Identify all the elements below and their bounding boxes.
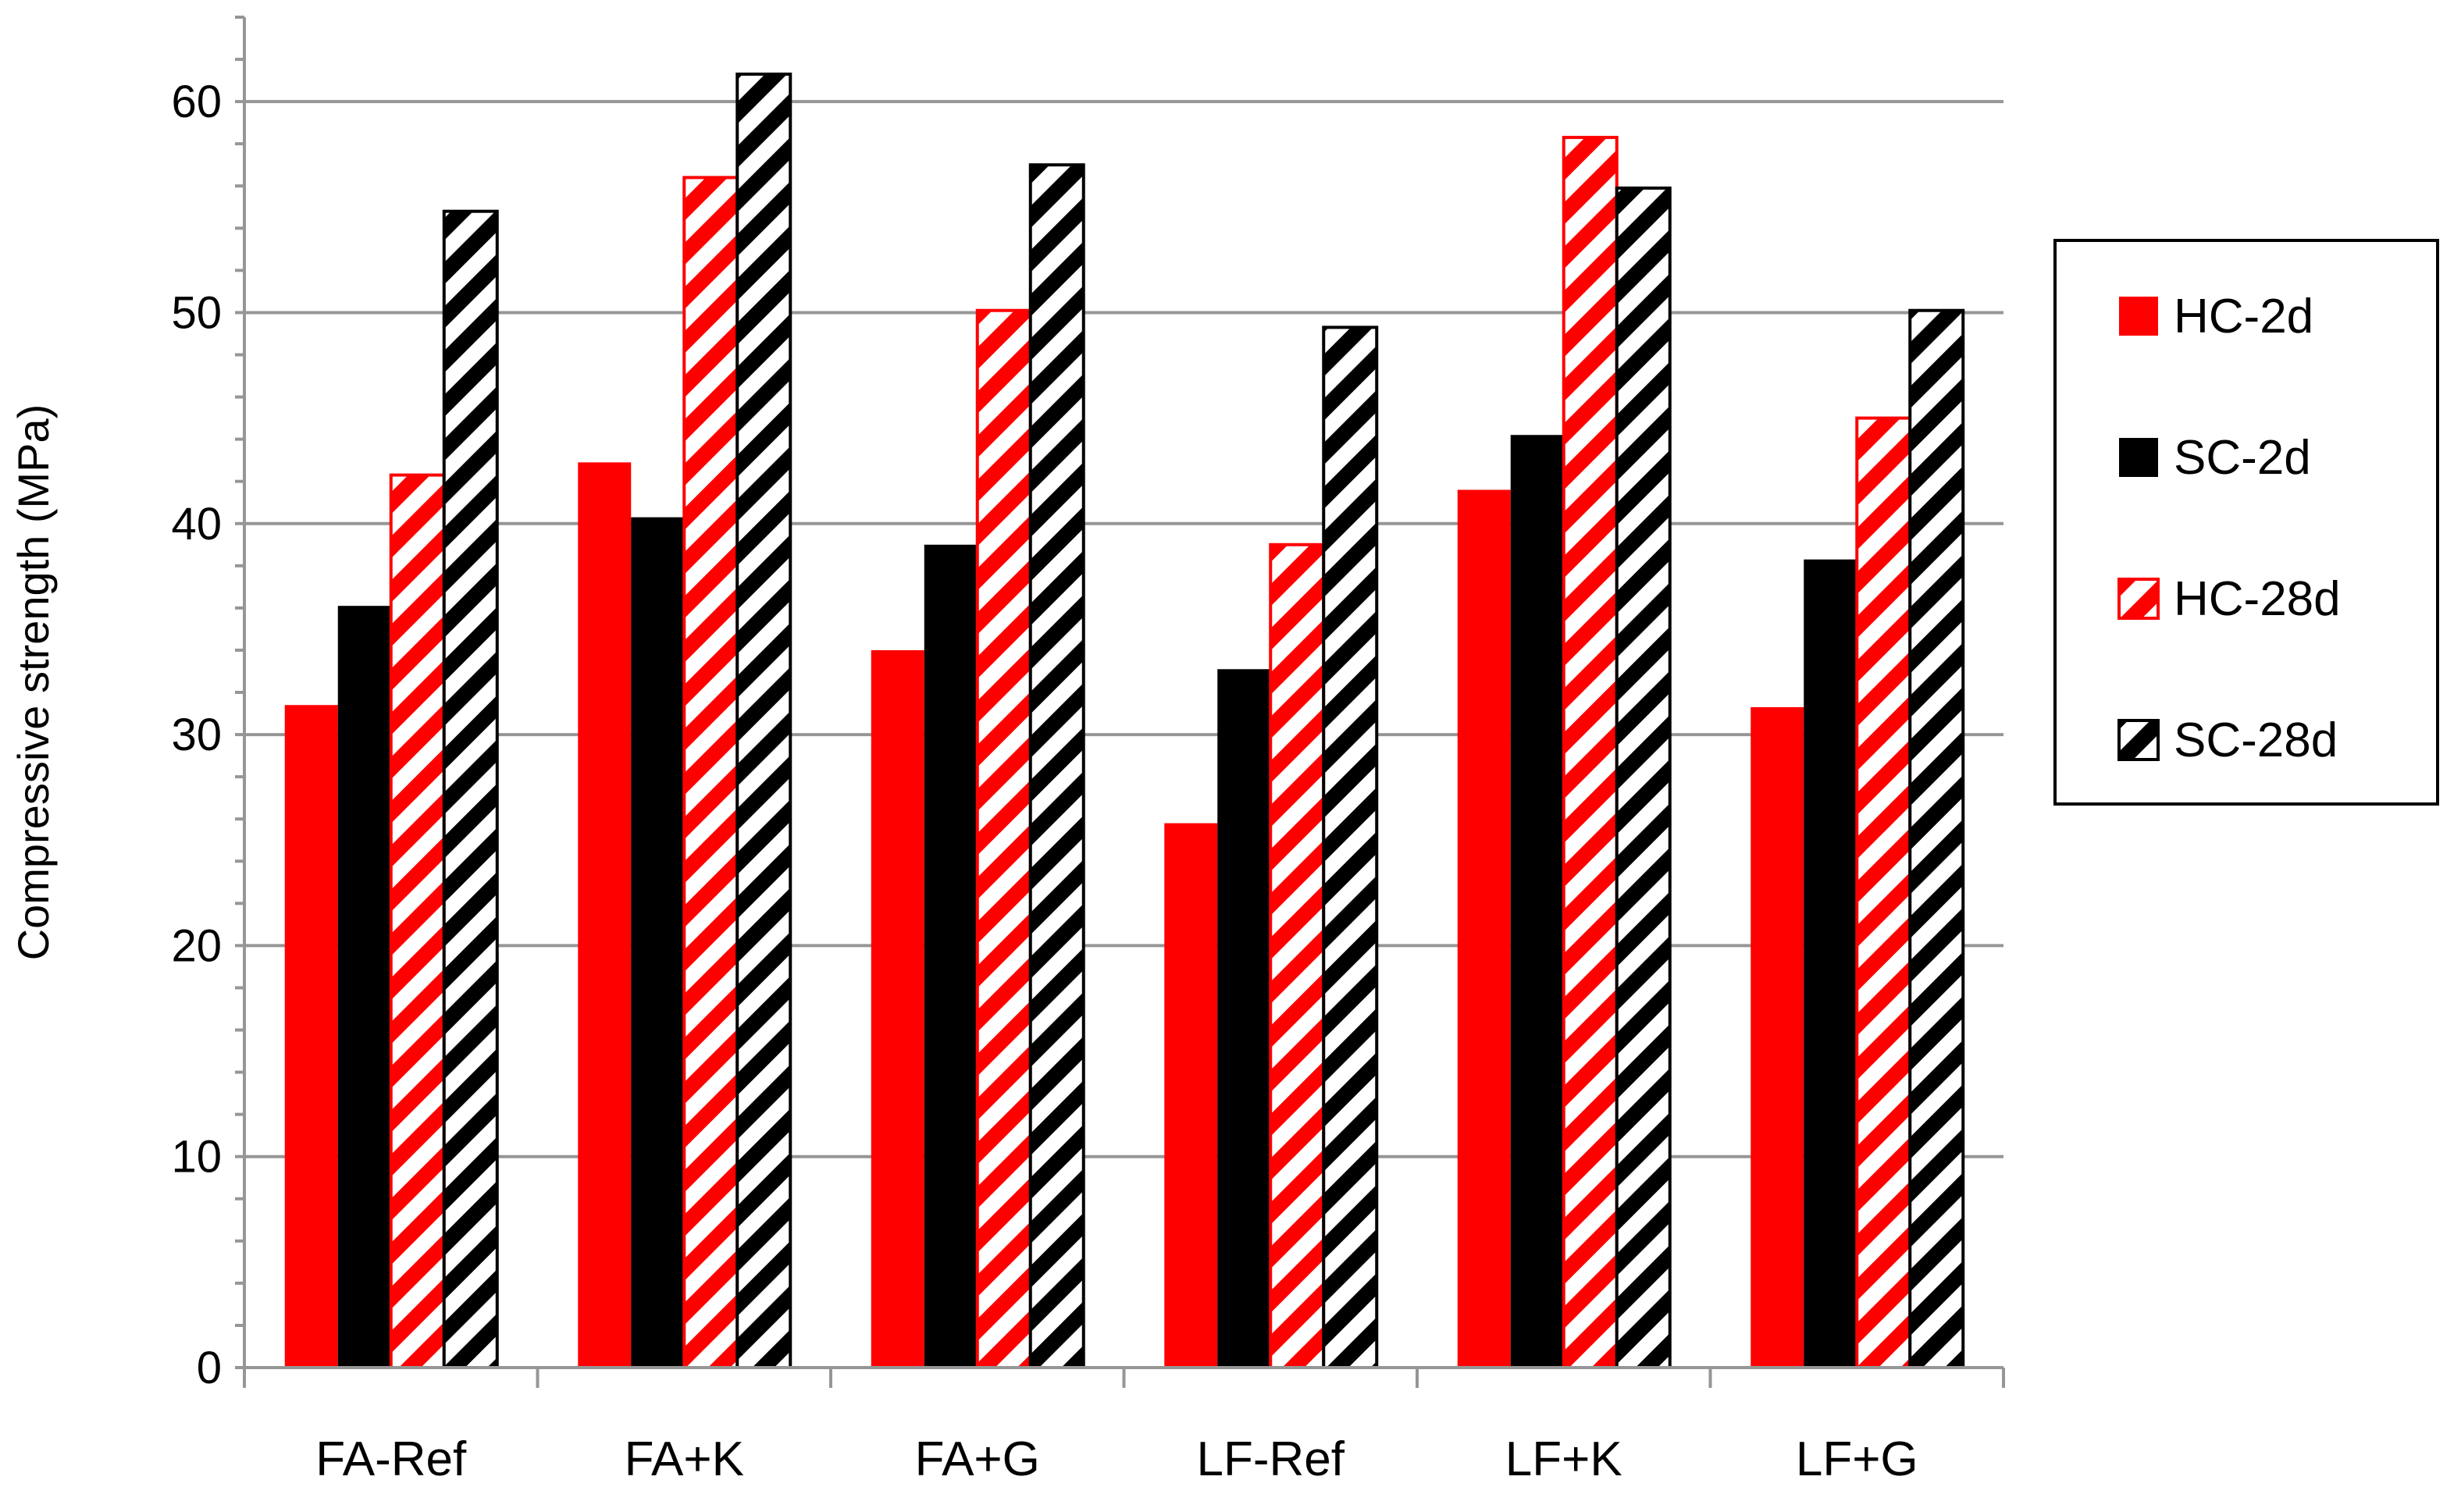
legend-label: HC-28d	[2174, 572, 2341, 626]
bar-sc-2d-lf-g	[1804, 559, 1857, 1368]
x-tick-label: FA-Ref	[315, 1432, 467, 1486]
y-tick-label: 30	[171, 710, 222, 760]
bar-hc-2d-lf-g	[1751, 706, 1804, 1368]
y-tick-label: 40	[171, 499, 222, 550]
bar-hc-2d-fa-g	[871, 649, 924, 1368]
bar-sc-2d-fa-k	[631, 517, 685, 1368]
legend-swatch	[2117, 719, 2160, 761]
bar-hc-2d-fa-k	[578, 462, 632, 1368]
y-axis-label: Compressive strength (MPa)	[9, 404, 58, 961]
bar-sc-2d-lf-k	[1510, 435, 1564, 1368]
y-tick-label: 50	[171, 287, 222, 338]
bar-sc-2d-lf-ref	[1217, 669, 1271, 1368]
x-tick-label: LF+K	[1505, 1432, 1622, 1486]
x-tick-label: FA+G	[915, 1432, 1040, 1486]
bar-sc-28d-lf-k	[1615, 186, 1672, 1369]
x-tick-label: LF-Ref	[1197, 1432, 1345, 1486]
x-tick-label: LF+G	[1796, 1432, 1918, 1486]
bar-hc-2d-fa-ref	[284, 705, 338, 1368]
y-tick-label: 10	[171, 1132, 222, 1183]
bar-sc-28d-lf-ref	[1322, 326, 1379, 1369]
legend: HC-2d SC-2d HC-28d SC-28d	[2053, 239, 2439, 806]
bars	[284, 72, 1965, 1369]
bar-hc-28d-fa-g	[975, 308, 1032, 1369]
bar-hc-2d-lf-ref	[1164, 823, 1218, 1368]
bar-sc-2d-fa-ref	[337, 606, 391, 1368]
y-tick-label: 60	[171, 76, 222, 127]
bar-hc-28d-lf-ref	[1269, 543, 1326, 1369]
bar-hc-28d-lf-g	[1855, 416, 1912, 1369]
y-tick-label: 0	[197, 1343, 222, 1393]
legend-swatch	[2119, 297, 2158, 336]
bar-sc-28d-fa-k	[735, 72, 792, 1369]
legend-label: SC-2d	[2174, 431, 2311, 485]
x-tick-label: FA+K	[625, 1432, 744, 1486]
bar-hc-2d-lf-k	[1457, 489, 1511, 1368]
bar-sc-28d-fa-ref	[442, 209, 499, 1369]
axes	[235, 16, 2005, 1388]
legend-swatch	[2117, 578, 2160, 620]
legend-label: HC-2d	[2174, 290, 2313, 343]
bar-hc-28d-fa-ref	[389, 473, 446, 1369]
legend-label: SC-28d	[2174, 713, 2338, 767]
legend-swatch	[2119, 438, 2158, 477]
bar-sc-2d-fa-g	[924, 544, 978, 1368]
tick-labels: 0 10 20 30 40 50 60 FA-Ref FA+K FA+G LF-Ref LF+K LF+…	[171, 76, 1918, 1486]
bar-sc-28d-lf-g	[1908, 308, 1965, 1369]
bar-sc-28d-fa-g	[1028, 163, 1085, 1369]
gridlines	[244, 100, 2003, 1158]
legend-box	[2053, 239, 2439, 806]
y-tick-label: 20	[171, 920, 222, 971]
bar-hc-28d-fa-k	[682, 176, 739, 1369]
bar-hc-28d-lf-k	[1562, 136, 1619, 1369]
